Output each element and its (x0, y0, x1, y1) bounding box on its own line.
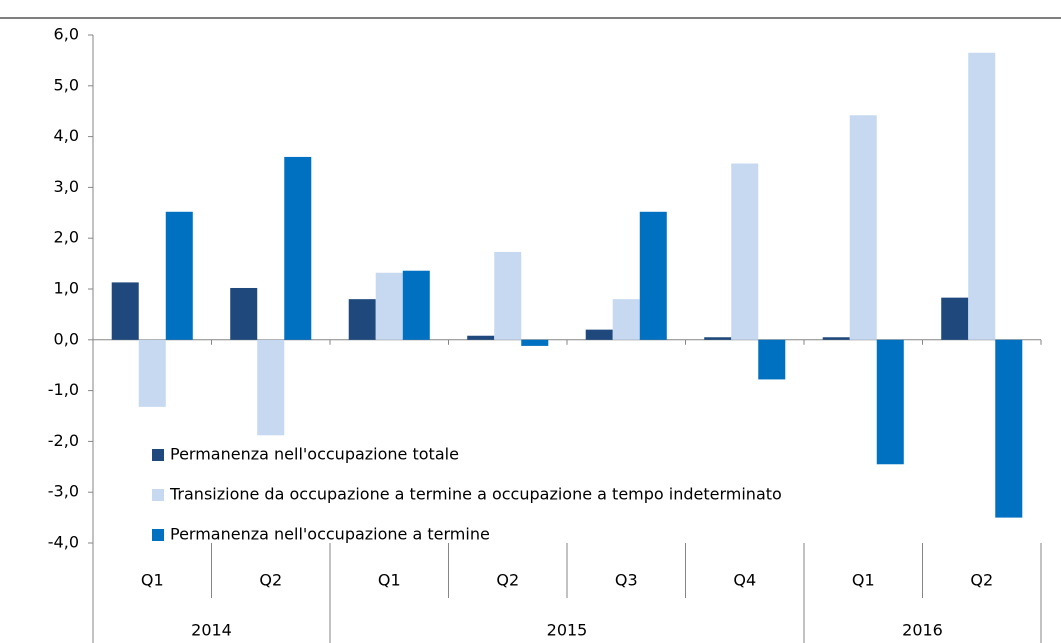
y-tick-label: -1,0 (48, 380, 79, 399)
y-tick-label: -3,0 (48, 482, 79, 501)
legend-label: Transizione da occupazione a termine a o… (169, 485, 782, 504)
y-tick-label: -4,0 (48, 533, 79, 552)
group-label: 2015 (547, 621, 588, 640)
bar (704, 337, 732, 340)
bar (348, 299, 376, 340)
y-tick-label: 3,0 (54, 177, 79, 196)
bar (138, 339, 166, 407)
x-tick-label: Q2 (259, 571, 282, 590)
bar (284, 156, 312, 340)
bar (230, 287, 258, 340)
bar (494, 251, 522, 340)
bar (585, 329, 613, 340)
bar (822, 337, 850, 340)
group-label: 2016 (902, 621, 943, 640)
x-tick-label: Q2 (970, 571, 993, 590)
y-tick-label: 4,0 (54, 126, 79, 145)
legend-swatch (152, 529, 164, 541)
y-tick-label: 6,0 (54, 25, 79, 44)
bar (402, 270, 430, 340)
bar (375, 272, 403, 340)
bar (521, 339, 549, 346)
bar (111, 282, 139, 340)
x-tick-label: Q3 (615, 571, 638, 590)
legend-label: Permanenza nell'occupazione totale (170, 445, 459, 464)
bar (849, 115, 877, 340)
y-tick-label: 0,0 (54, 329, 79, 348)
legend-swatch (152, 489, 164, 501)
x-tick-label: Q1 (141, 571, 164, 590)
bar (731, 163, 759, 340)
x-tick-label: Q1 (378, 571, 401, 590)
bar (876, 339, 904, 465)
legend-label: Permanenza nell'occupazione a termine (170, 525, 490, 544)
group-label: 2014 (191, 621, 232, 640)
bar (995, 339, 1023, 518)
bar (968, 52, 996, 340)
bar (257, 339, 285, 436)
y-tick-label: 5,0 (54, 75, 79, 94)
bar (467, 335, 495, 340)
bar (612, 299, 640, 340)
bar (165, 211, 193, 340)
x-tick-label: Q1 (852, 571, 875, 590)
bar (639, 211, 667, 340)
bar (941, 297, 969, 340)
y-tick-label: 1,0 (54, 279, 79, 298)
bar (758, 339, 786, 380)
y-tick-label: -2,0 (48, 431, 79, 450)
x-tick-label: Q2 (496, 571, 519, 590)
x-tick-label: Q4 (733, 571, 756, 590)
legend-swatch (152, 449, 164, 461)
y-tick-label: 2,0 (54, 228, 79, 247)
